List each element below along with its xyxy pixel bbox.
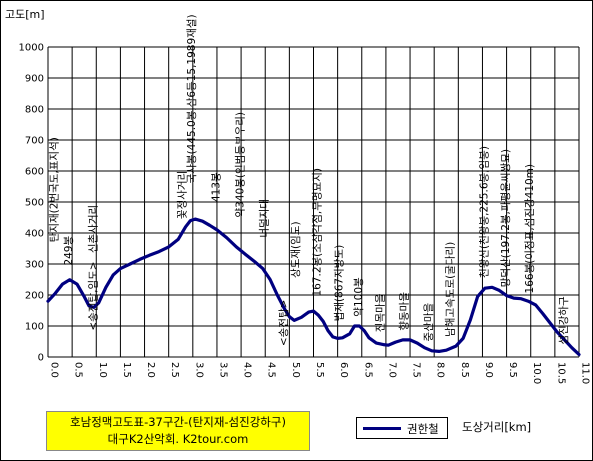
y-tick-label: 500 — [25, 198, 44, 209]
annotation-label: 249봉 — [63, 236, 75, 266]
annotation-label: 남해고속도로(굴다리) — [443, 242, 456, 337]
x-tick-label: 2.0 — [145, 362, 156, 378]
x-tick-label: 7.0 — [386, 362, 397, 378]
x-tick-label: 3.0 — [193, 362, 204, 378]
y-tick-label: 1000 — [19, 43, 44, 54]
y-tick-label: 400 — [25, 229, 44, 240]
grid — [47, 46, 580, 358]
chart-subtitle: 대구K2산악회. K2tour.com — [107, 432, 249, 446]
y-tick-label: 200 — [25, 291, 44, 302]
y-tick-label: 900 — [25, 74, 44, 85]
annotation-label: 약100봉 — [353, 277, 365, 317]
y-tick-label: 700 — [25, 136, 44, 147]
annotation-label: 166봉(이정표,섬진강410m) — [524, 164, 536, 293]
legend-swatch — [363, 427, 401, 430]
x-tick-label: 8.0 — [435, 362, 446, 378]
annotation-label: 상도재(임도) — [289, 221, 302, 278]
x-tick-label: 4.5 — [266, 362, 277, 378]
x-tick-label: 0.5 — [73, 362, 84, 378]
y-tick-label: 600 — [25, 167, 44, 178]
x-tick-label: 8.5 — [459, 362, 470, 378]
annotation-label: 꽃정사거리 — [177, 171, 189, 219]
x-tick-label: 5.0 — [290, 362, 301, 378]
y-tick-label: 100 — [25, 322, 44, 333]
annotation-label: 신촌사거리 — [87, 205, 99, 253]
annotation-label: 약340봉(인범등부우리) — [235, 112, 247, 218]
annotation-label: 너덜지대 — [259, 199, 271, 238]
annotation-label: 망덕산(197.2봉,파평윤씨쌍묘) — [500, 149, 512, 287]
x-tick-label: 1.5 — [121, 362, 132, 378]
x-tick-label: 6.0 — [338, 362, 349, 378]
annotation-label: 향동마을 — [399, 292, 411, 331]
annotation-label: <송전탑,임도> — [86, 261, 99, 330]
annotation-label: 진목마을 — [374, 293, 386, 332]
x-tick-label: 5.5 — [314, 362, 325, 378]
x-tick-label: 4.0 — [242, 362, 253, 378]
x-tick-label: 3.5 — [217, 362, 228, 378]
x-axis-ticks: 0.0 0.5 1.0 1.5 2.0 2.5 3.0 3.5 4.0 4.5 5.0 5.5 6.0 6… — [49, 362, 591, 384]
annotation-label: 413봉 — [210, 172, 222, 202]
chart-title: 호남정맥고도표-37구간-(탄지재-섬진강하구) — [70, 415, 286, 429]
legend-entry: 권한철 — [407, 422, 439, 436]
annotation-label: 천왕산(천왕봉,225.6봉,임봉) — [477, 146, 490, 278]
annotations: 탄지재(2번국도,표지석)249봉 신촌사거리 <송전탑,임도> 꽃정사거리국사봉(4… — [49, 14, 570, 346]
chart-title-box: 호남정맥고도표-37구간-(탄지재-섬진강하구) 대구K2산악회. K2tour… — [46, 411, 310, 451]
y-tick-label: 300 — [25, 260, 44, 271]
annotation-label: <송전탑> — [278, 300, 290, 347]
annotation-label: 섬진강하구 — [557, 296, 570, 345]
x-tick-label: 2.5 — [169, 362, 180, 378]
x-tick-label: 10.5 — [555, 362, 566, 384]
y-axis-label: 고도[m] — [5, 8, 45, 21]
annotation-label: 국사봉(445.0봉,삼6등15,1989재설) — [186, 14, 198, 183]
x-tick-label: 10.0 — [531, 362, 542, 384]
x-tick-label: 6.5 — [362, 362, 373, 378]
annotation-label: 법재(867지방도) — [333, 245, 345, 322]
x-tick-label: 11.0 — [580, 362, 591, 384]
x-tick-label: 1.0 — [97, 362, 108, 378]
legend: 권한철 — [356, 417, 448, 439]
y-tick-label: 0 — [38, 353, 44, 364]
x-tick-label: 9.5 — [507, 362, 518, 378]
x-axis-label: 도상거리[km] — [462, 420, 532, 434]
y-tick-label: 800 — [25, 105, 44, 116]
annotation-label: 167.2봉(소삼각점,무명묘지) — [312, 168, 324, 297]
y-axis-ticks: 0 100 200 300 400 500 600 700 800 900 1000 — [19, 43, 44, 364]
x-tick-label: 7.5 — [411, 362, 422, 378]
x-tick-label: 0.0 — [49, 362, 60, 378]
annotation-label: 탄지재(2번국도,표지석) — [49, 137, 61, 242]
annotation-label: 중산마을 — [423, 303, 435, 342]
x-tick-label: 9.0 — [483, 362, 494, 378]
series-line-elevation — [46, 217, 581, 357]
